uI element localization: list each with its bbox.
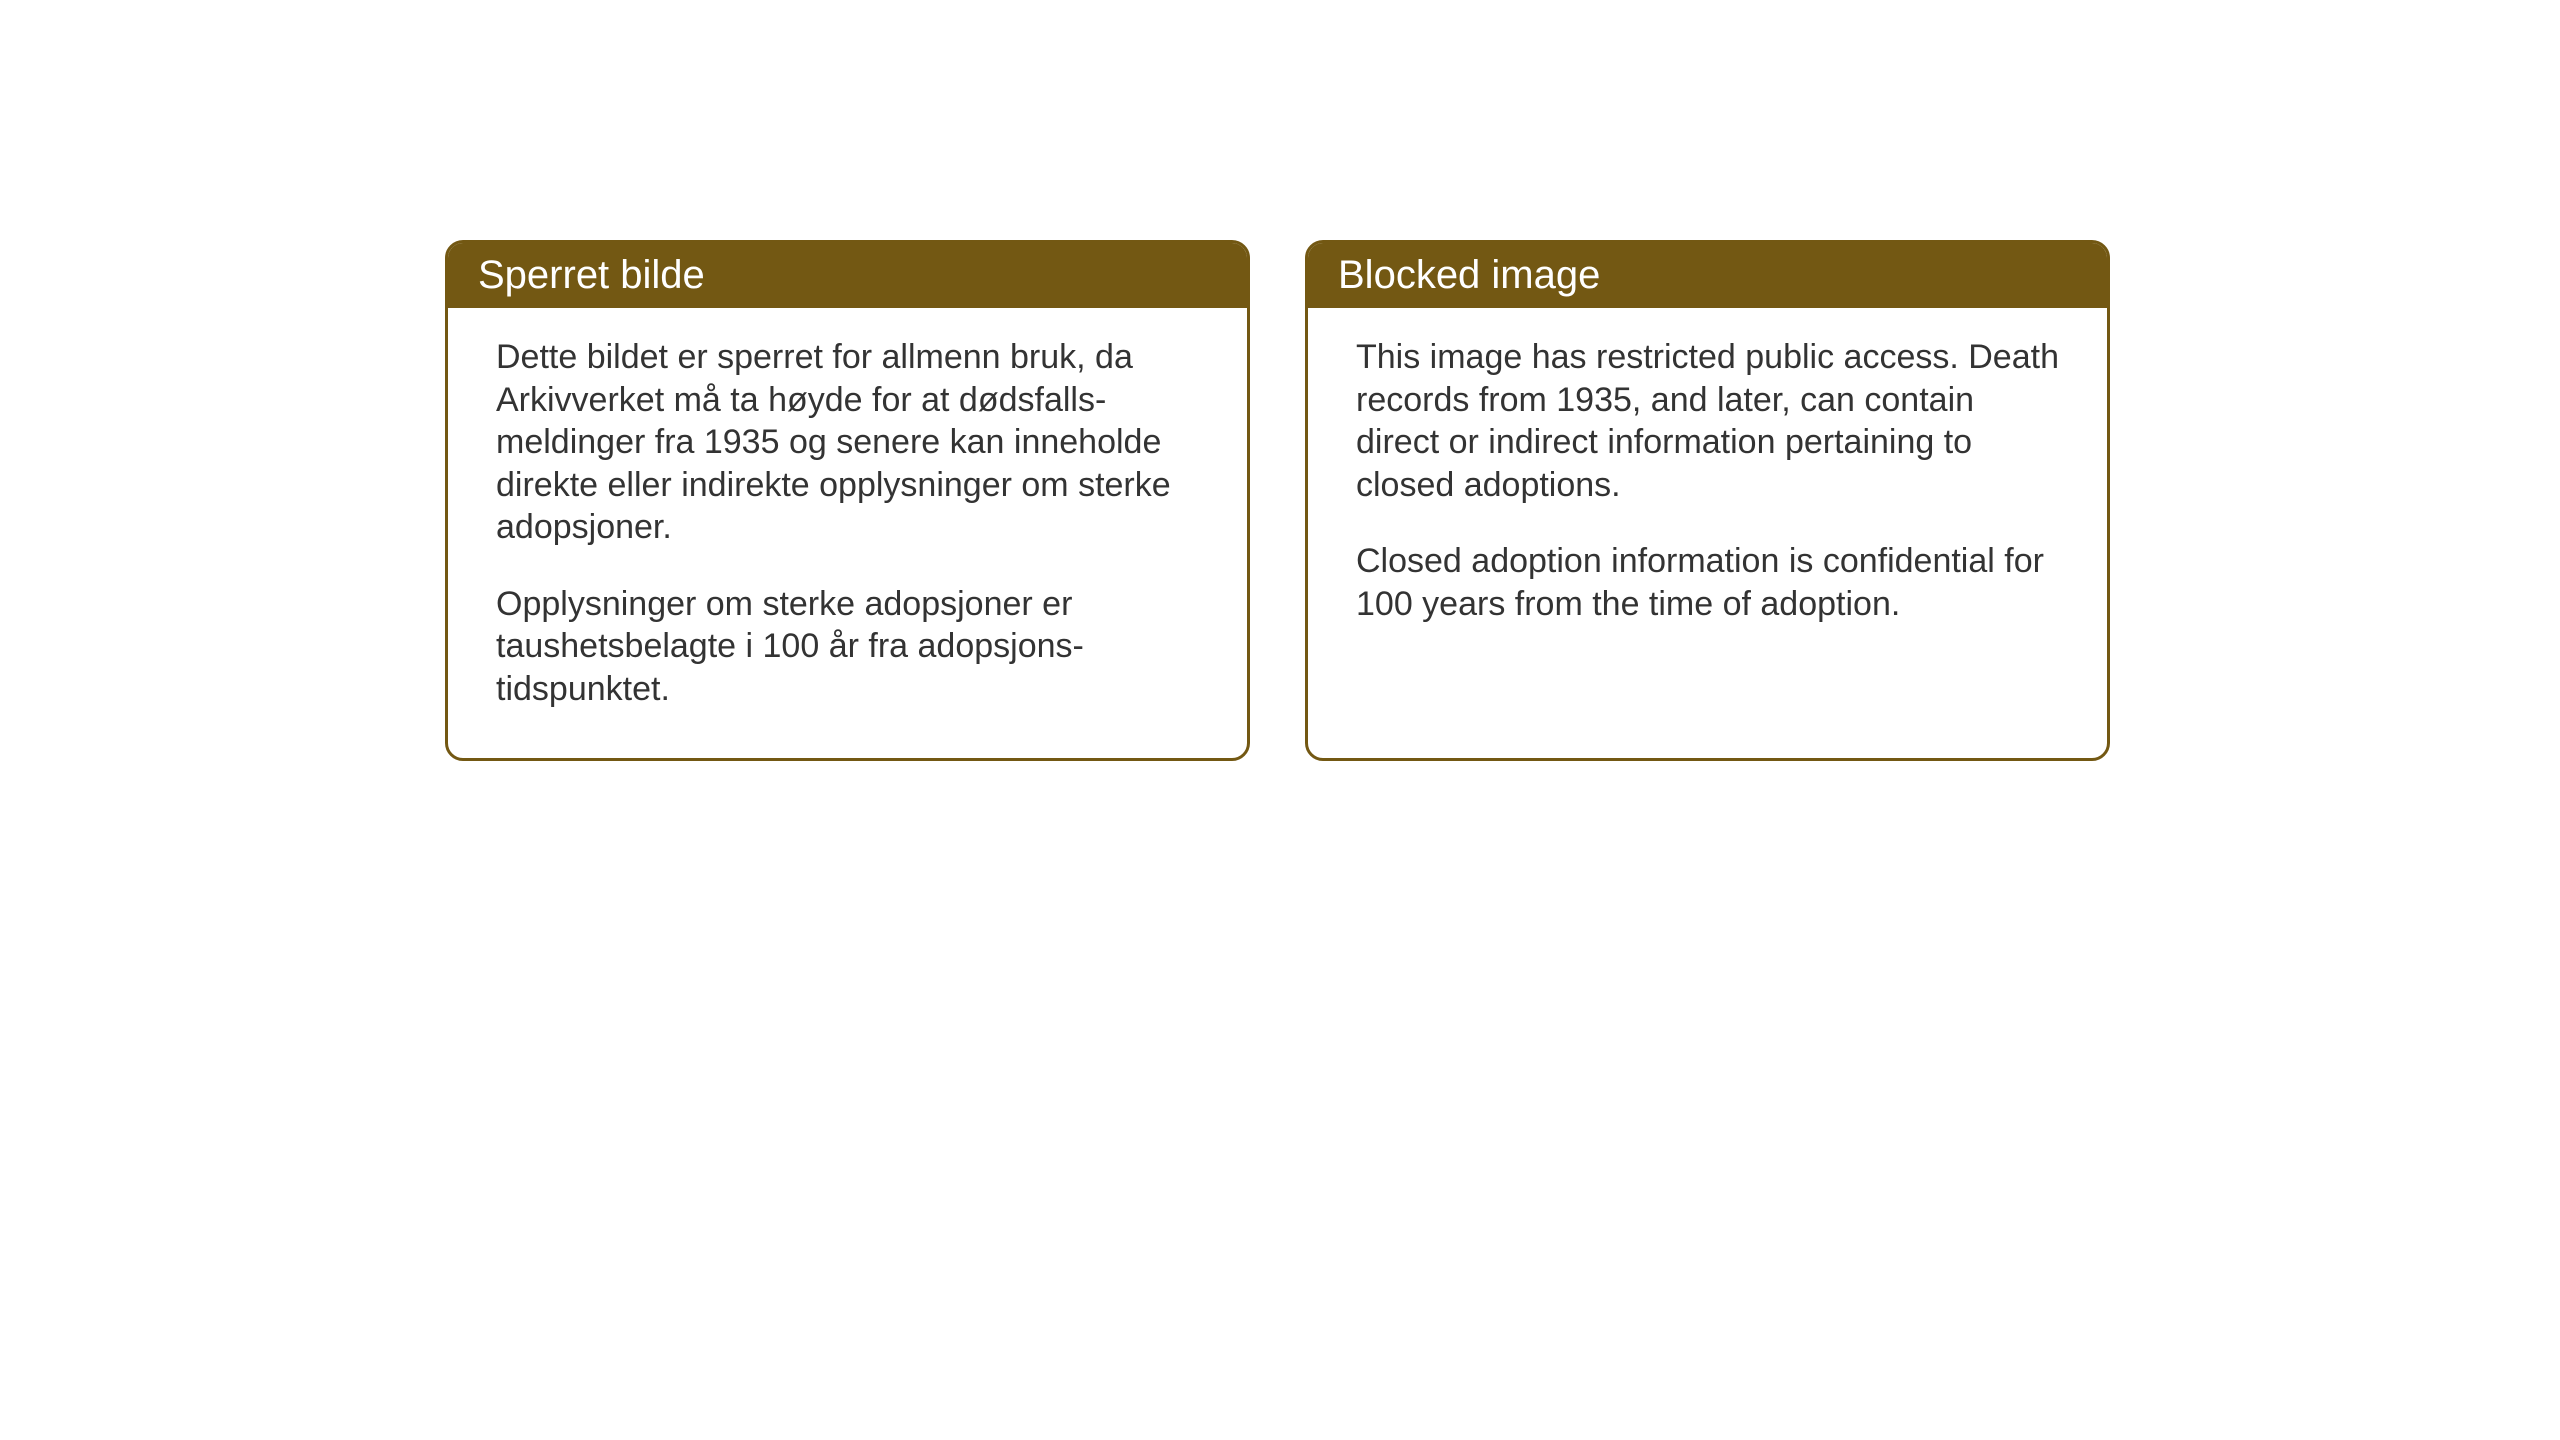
card-paragraph-norwegian-1: Dette bildet er sperret for allmenn bruk…	[496, 336, 1199, 549]
card-title-english: Blocked image	[1338, 253, 1600, 297]
notice-card-norwegian: Sperret bilde Dette bildet er sperret fo…	[445, 240, 1250, 761]
card-header-english: Blocked image	[1308, 243, 2107, 308]
card-body-english: This image has restricted public access.…	[1308, 308, 2107, 673]
card-paragraph-english-1: This image has restricted public access.…	[1356, 336, 2059, 506]
card-header-norwegian: Sperret bilde	[448, 243, 1247, 308]
card-body-norwegian: Dette bildet er sperret for allmenn bruk…	[448, 308, 1247, 758]
notice-container: Sperret bilde Dette bildet er sperret fo…	[445, 240, 2110, 761]
card-paragraph-english-2: Closed adoption information is confident…	[1356, 540, 2059, 625]
card-paragraph-norwegian-2: Opplysninger om sterke adopsjoner er tau…	[496, 583, 1199, 711]
notice-card-english: Blocked image This image has restricted …	[1305, 240, 2110, 761]
card-title-norwegian: Sperret bilde	[478, 253, 705, 297]
